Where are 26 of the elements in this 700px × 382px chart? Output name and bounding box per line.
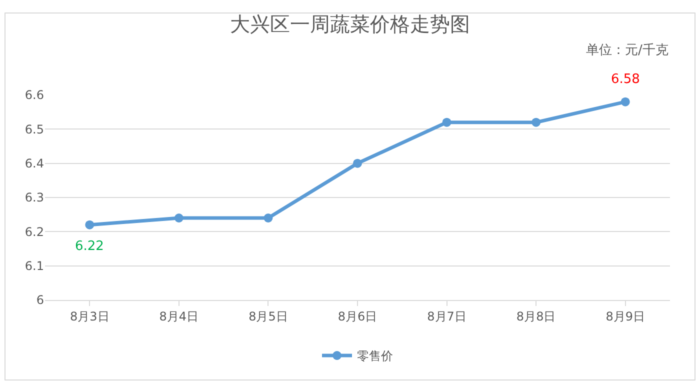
y-tick-label: 6.3 [24,190,44,205]
point [174,214,184,222]
text: 单位：元/千克 [586,43,668,58]
y-tick-label: 6.4 [24,156,44,171]
point [264,214,273,222]
y-tick-label: 6.5 [24,122,44,136]
y-tick-label: 6.6 [24,88,44,102]
y-tick-label: 6.1 [24,259,44,274]
point [85,220,94,230]
point [353,158,362,168]
x-tick-label: 8月5日 [248,309,288,324]
x-tick-label: 8月6日 [338,309,378,324]
legend-label: 零售价 [357,349,393,364]
x-tick-label: 8月7日 [427,309,466,324]
x-tick-label: 8月4日 [159,309,199,324]
x-tick-label: 8月3日 [70,309,110,324]
y-tick-label: 6.2 [24,224,44,239]
x-tick-label: 8月9日 [606,309,645,324]
point [620,97,630,106]
point [442,118,452,127]
y-tick-label: 6 [36,293,44,308]
x-tick-label: 8月8日 [516,309,556,324]
point [532,118,541,127]
annotation: 6.22 [75,239,104,254]
chart-title: 大兴区一周蔬菜价格走势图 [230,12,470,36]
annotation: 6.58 [611,72,640,87]
